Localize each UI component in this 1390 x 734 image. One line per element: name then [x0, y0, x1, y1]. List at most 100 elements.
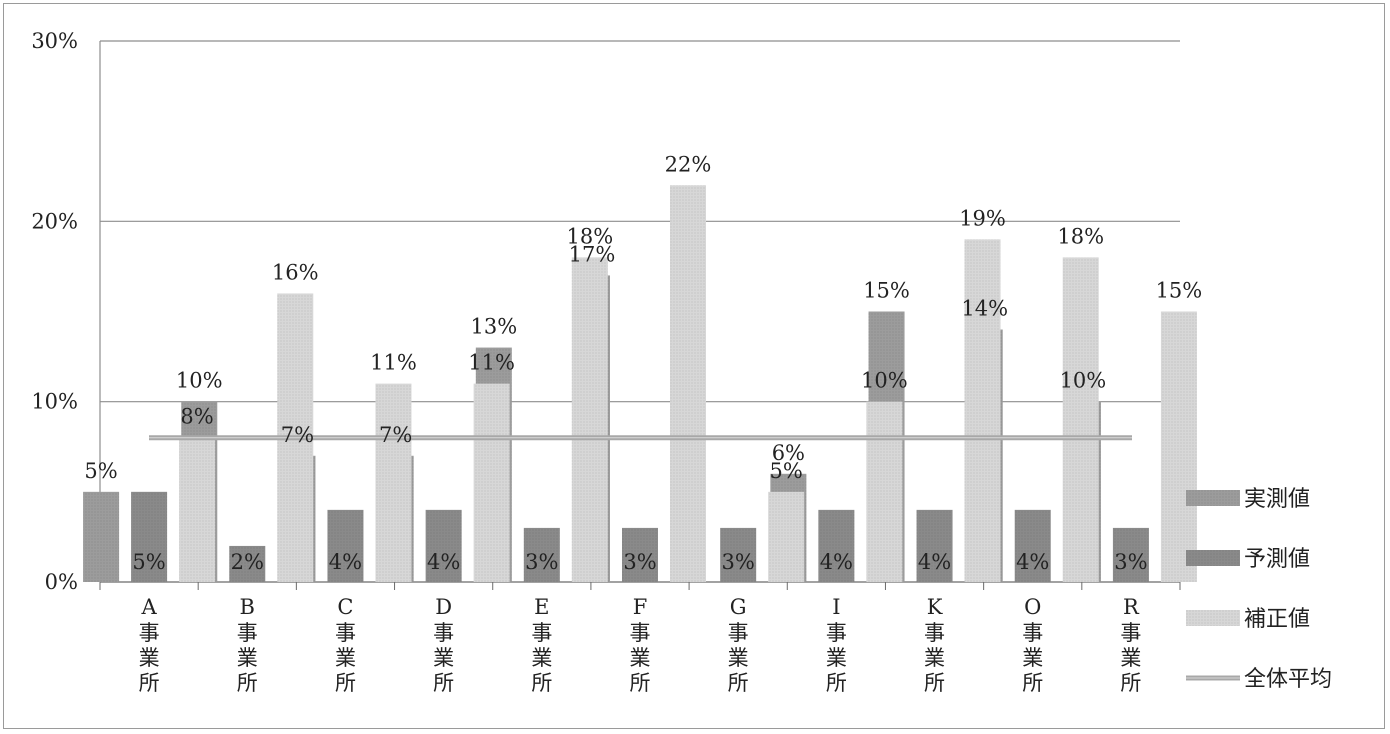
x-tick-label-char: 事 [433, 621, 454, 645]
x-tick-letter: K [927, 595, 943, 619]
legend-label: 補正値 [1244, 607, 1310, 632]
bar-texture [622, 527, 658, 582]
data-label: 7% [379, 423, 412, 447]
x-tick-label-char: 業 [826, 646, 847, 670]
data-label: 15% [863, 279, 910, 303]
data-label: 19% [959, 206, 1006, 230]
bar-texture [473, 383, 510, 582]
x-tick-label-char: 業 [433, 646, 454, 670]
chart-frame: 0% 10% 20% 30% 5% 10% 7% 7% 13% 17% 6% 15% 14% 10% 5%… [3, 3, 1385, 729]
data-label: 5% [84, 459, 117, 483]
x-tick-label-char: 業 [335, 646, 356, 670]
bar-texture [523, 527, 560, 582]
bar-texture [83, 491, 120, 582]
data-label: 4% [1016, 550, 1049, 574]
bar-texture [916, 509, 953, 582]
data-label: 6% [772, 441, 805, 465]
x-tick-letter: I [832, 595, 840, 619]
bar-texture [1160, 311, 1197, 582]
data-labels: 5% 10% 7% 7% 13% 17% 6% 15% 14% 10% 5% 2% 4% 4% 3% 3% 3%… [84, 152, 1202, 574]
bars [83, 185, 1197, 582]
bar-texture [768, 491, 805, 582]
y-tick-label: 20% [31, 209, 78, 233]
x-tick-label-char: 事 [139, 621, 160, 645]
x-tick-label-char: 所 [826, 671, 847, 695]
x-tick-letter: D [435, 595, 452, 619]
data-label: 10% [1060, 369, 1107, 393]
x-tick-label-char: 所 [433, 671, 454, 695]
x-tick-label-char: 事 [826, 621, 847, 645]
bar-texture [1062, 257, 1099, 582]
legend-swatch-texture [1186, 610, 1240, 626]
x-tick-label-char: 所 [630, 671, 651, 695]
x-tick-letter: O [1024, 595, 1041, 619]
x-tick-label-char: 所 [139, 671, 160, 695]
x-tick-label-char: 業 [139, 646, 160, 670]
x-tick-label-char: 事 [630, 621, 651, 645]
bar-texture [425, 509, 462, 582]
x-tick-label-char: 所 [237, 671, 258, 695]
y-tick-label: 0% [45, 570, 78, 594]
x-tick-label-char: 事 [1120, 621, 1141, 645]
x-tick-label-char: 事 [1022, 621, 1043, 645]
data-label: 5% [770, 459, 803, 483]
x-tick-label-char: 業 [924, 646, 945, 670]
bar-texture [571, 257, 608, 582]
x-tick-label-char: 業 [728, 646, 749, 670]
y-tick-label: 10% [31, 390, 78, 414]
x-tick-label-char: 所 [728, 671, 749, 695]
data-label: 4% [329, 550, 362, 574]
x-tick-label-char: 事 [237, 621, 258, 645]
legend-label: 実測値 [1244, 487, 1310, 512]
x-tick-letter: F [633, 595, 648, 619]
data-label: 18% [566, 224, 613, 248]
x-tick-label-char: 所 [1120, 671, 1141, 695]
x-tick-letter: G [730, 595, 747, 619]
bar-chart: 0%10%20%30% 5%10%7% 7%13%17%6%15%14%10%5%… [31, 29, 1332, 695]
data-label: 4% [918, 550, 951, 574]
bar-texture [964, 239, 1001, 582]
data-label: 3% [722, 550, 755, 574]
bar-texture [670, 185, 706, 582]
x-tick-letter: C [337, 595, 353, 619]
data-label: 2% [231, 550, 264, 574]
x-tick-label-char: 所 [1022, 671, 1043, 695]
x-tick-label-char: 事 [924, 621, 945, 645]
data-label: 17% [569, 242, 616, 266]
bar-texture [818, 509, 855, 582]
data-label: 18% [1057, 224, 1104, 248]
data-label: 11% [370, 351, 417, 375]
data-label: 13% [470, 315, 517, 339]
bar-texture [229, 545, 266, 582]
bar-texture [131, 491, 168, 582]
data-label: 3% [1114, 550, 1147, 574]
x-tick-label-char: 所 [335, 671, 356, 695]
legend-label: 予測値 [1244, 547, 1310, 572]
data-label: 5% [132, 550, 165, 574]
data-label: 7% [281, 423, 314, 447]
bar-texture [179, 437, 216, 582]
x-tick-letter: R [1123, 595, 1140, 619]
data-label: 3% [623, 550, 656, 574]
data-label: 4% [820, 550, 853, 574]
y-axis-ticks: 0% 10% 20% 30% [31, 29, 78, 594]
bar-texture [375, 383, 412, 582]
x-tick-letter: A [141, 595, 158, 619]
x-tick-label-char: 業 [1022, 646, 1043, 670]
data-label: 4% [427, 550, 460, 574]
x-tick-label-char: 所 [531, 671, 552, 695]
x-tick-label-char: 業 [237, 646, 258, 670]
x-tick-label-char: 事 [335, 621, 356, 645]
data-label: 10% [861, 369, 908, 393]
legend-swatch-texture [1186, 550, 1240, 566]
data-label: 14% [961, 297, 1008, 321]
legend-label: 全体平均 [1244, 667, 1332, 692]
x-tick-label-char: 業 [531, 646, 552, 670]
x-axis-ticks: A事業所B事業所C事業所D事業所E事業所F事業所G事業所I事業所K事業所O事業所… [139, 595, 1142, 695]
data-label: 15% [1156, 279, 1203, 303]
x-tick-label-char: 事 [531, 621, 552, 645]
x-tick-label-char: 業 [1120, 646, 1141, 670]
legend-swatch-texture [1186, 490, 1240, 506]
gridlines [99, 40, 1181, 590]
